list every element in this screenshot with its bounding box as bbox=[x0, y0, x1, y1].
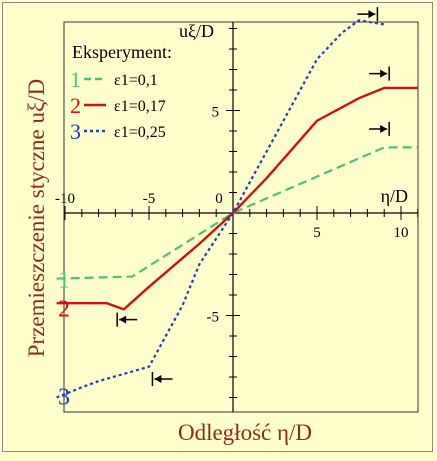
ticks: -10 -5 0 5 10 5 -5 bbox=[55, 28, 419, 398]
x-tick-label: -10 bbox=[55, 191, 75, 207]
legend-entry-2: 2 ε1=0,17 bbox=[70, 93, 166, 118]
legend-label: ε1=0,17 bbox=[114, 98, 166, 115]
arrow-marker-2 bbox=[369, 66, 390, 81]
legend-label: ε1=0,25 bbox=[114, 124, 166, 141]
legend-label: ε1=0,1 bbox=[114, 72, 158, 89]
x-axis-title: η/D bbox=[381, 186, 408, 206]
arrow-marker-5 bbox=[151, 372, 173, 387]
x-axis-label: Odległość η/D bbox=[178, 420, 312, 445]
legend: Eksperyment: 1 ε1=0,1 2 ε1=0,17 3 ε1=0,25 bbox=[70, 42, 172, 144]
legend-title: Eksperyment: bbox=[72, 42, 172, 62]
series-line-2 bbox=[56, 86, 418, 311]
x-tick-label: 5 bbox=[313, 225, 321, 241]
arrow-marker-1 bbox=[357, 7, 379, 22]
series-end-label-1: 1 bbox=[58, 268, 70, 294]
legend-entry-1: 1 ε1=0,1 bbox=[70, 67, 158, 92]
series-end-labels: 12 3 bbox=[58, 268, 70, 411]
x-tick-label: 0 bbox=[215, 191, 223, 207]
legend-number: 2 bbox=[70, 93, 81, 118]
chart-frame bbox=[2, 2, 433, 452]
series-end-label-3: 3 bbox=[58, 384, 70, 410]
arrow-marker-3 bbox=[369, 121, 390, 136]
legend-number: 1 bbox=[70, 67, 81, 92]
x-tick-label: 10 bbox=[394, 225, 409, 241]
arrow-marker-4 bbox=[116, 312, 138, 327]
annotation-arrows bbox=[116, 7, 390, 387]
series-end-label-2: 2 bbox=[58, 296, 70, 322]
legend-entry-3: 3 ε1=0,25 bbox=[70, 119, 166, 144]
y-tick-label: -5 bbox=[207, 310, 220, 326]
y-tick-label: 5 bbox=[212, 105, 220, 121]
y-axis-label: Przemieszczenie styczne uξ/D bbox=[24, 79, 49, 357]
legend-number: 3 bbox=[70, 119, 81, 144]
y-axis-title: uξ/D bbox=[179, 21, 214, 41]
x-tick-label: -5 bbox=[143, 191, 156, 207]
series-line-1 bbox=[56, 146, 418, 280]
series-lines bbox=[56, 19, 418, 399]
